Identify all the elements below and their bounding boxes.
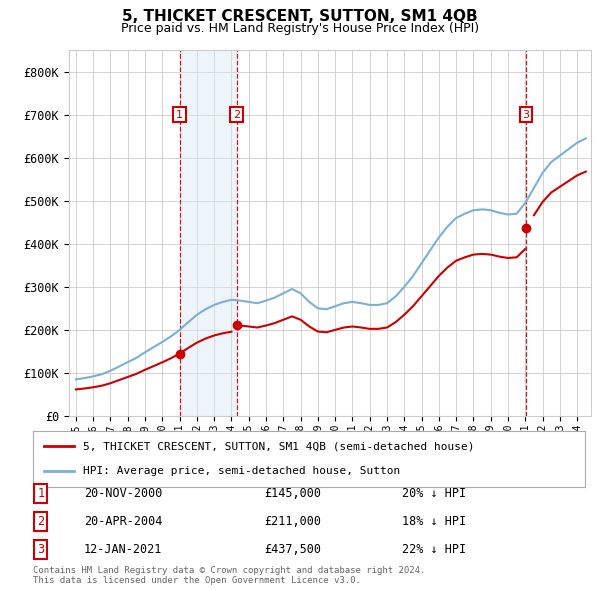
Text: 1: 1 bbox=[176, 110, 183, 120]
Text: 5, THICKET CRESCENT, SUTTON, SM1 4QB: 5, THICKET CRESCENT, SUTTON, SM1 4QB bbox=[122, 9, 478, 24]
Text: 2: 2 bbox=[233, 110, 240, 120]
Text: 2: 2 bbox=[37, 515, 44, 528]
Bar bbox=[179, 50, 236, 416]
Text: £145,000: £145,000 bbox=[264, 487, 321, 500]
Text: 3: 3 bbox=[523, 110, 530, 120]
Text: £437,500: £437,500 bbox=[264, 543, 321, 556]
Text: HPI: Average price, semi-detached house, Sutton: HPI: Average price, semi-detached house,… bbox=[83, 466, 400, 476]
Text: Contains HM Land Registry data © Crown copyright and database right 2024.
This d: Contains HM Land Registry data © Crown c… bbox=[33, 566, 425, 585]
Text: £211,000: £211,000 bbox=[264, 515, 321, 528]
Text: 12-JAN-2021: 12-JAN-2021 bbox=[84, 543, 163, 556]
Text: 5, THICKET CRESCENT, SUTTON, SM1 4QB (semi-detached house): 5, THICKET CRESCENT, SUTTON, SM1 4QB (se… bbox=[83, 441, 474, 451]
Text: Price paid vs. HM Land Registry's House Price Index (HPI): Price paid vs. HM Land Registry's House … bbox=[121, 22, 479, 35]
Text: 3: 3 bbox=[37, 543, 44, 556]
Text: 18% ↓ HPI: 18% ↓ HPI bbox=[402, 515, 466, 528]
Text: 22% ↓ HPI: 22% ↓ HPI bbox=[402, 543, 466, 556]
Text: 1: 1 bbox=[37, 487, 44, 500]
Text: 20% ↓ HPI: 20% ↓ HPI bbox=[402, 487, 466, 500]
Text: 20-APR-2004: 20-APR-2004 bbox=[84, 515, 163, 528]
Text: 20-NOV-2000: 20-NOV-2000 bbox=[84, 487, 163, 500]
